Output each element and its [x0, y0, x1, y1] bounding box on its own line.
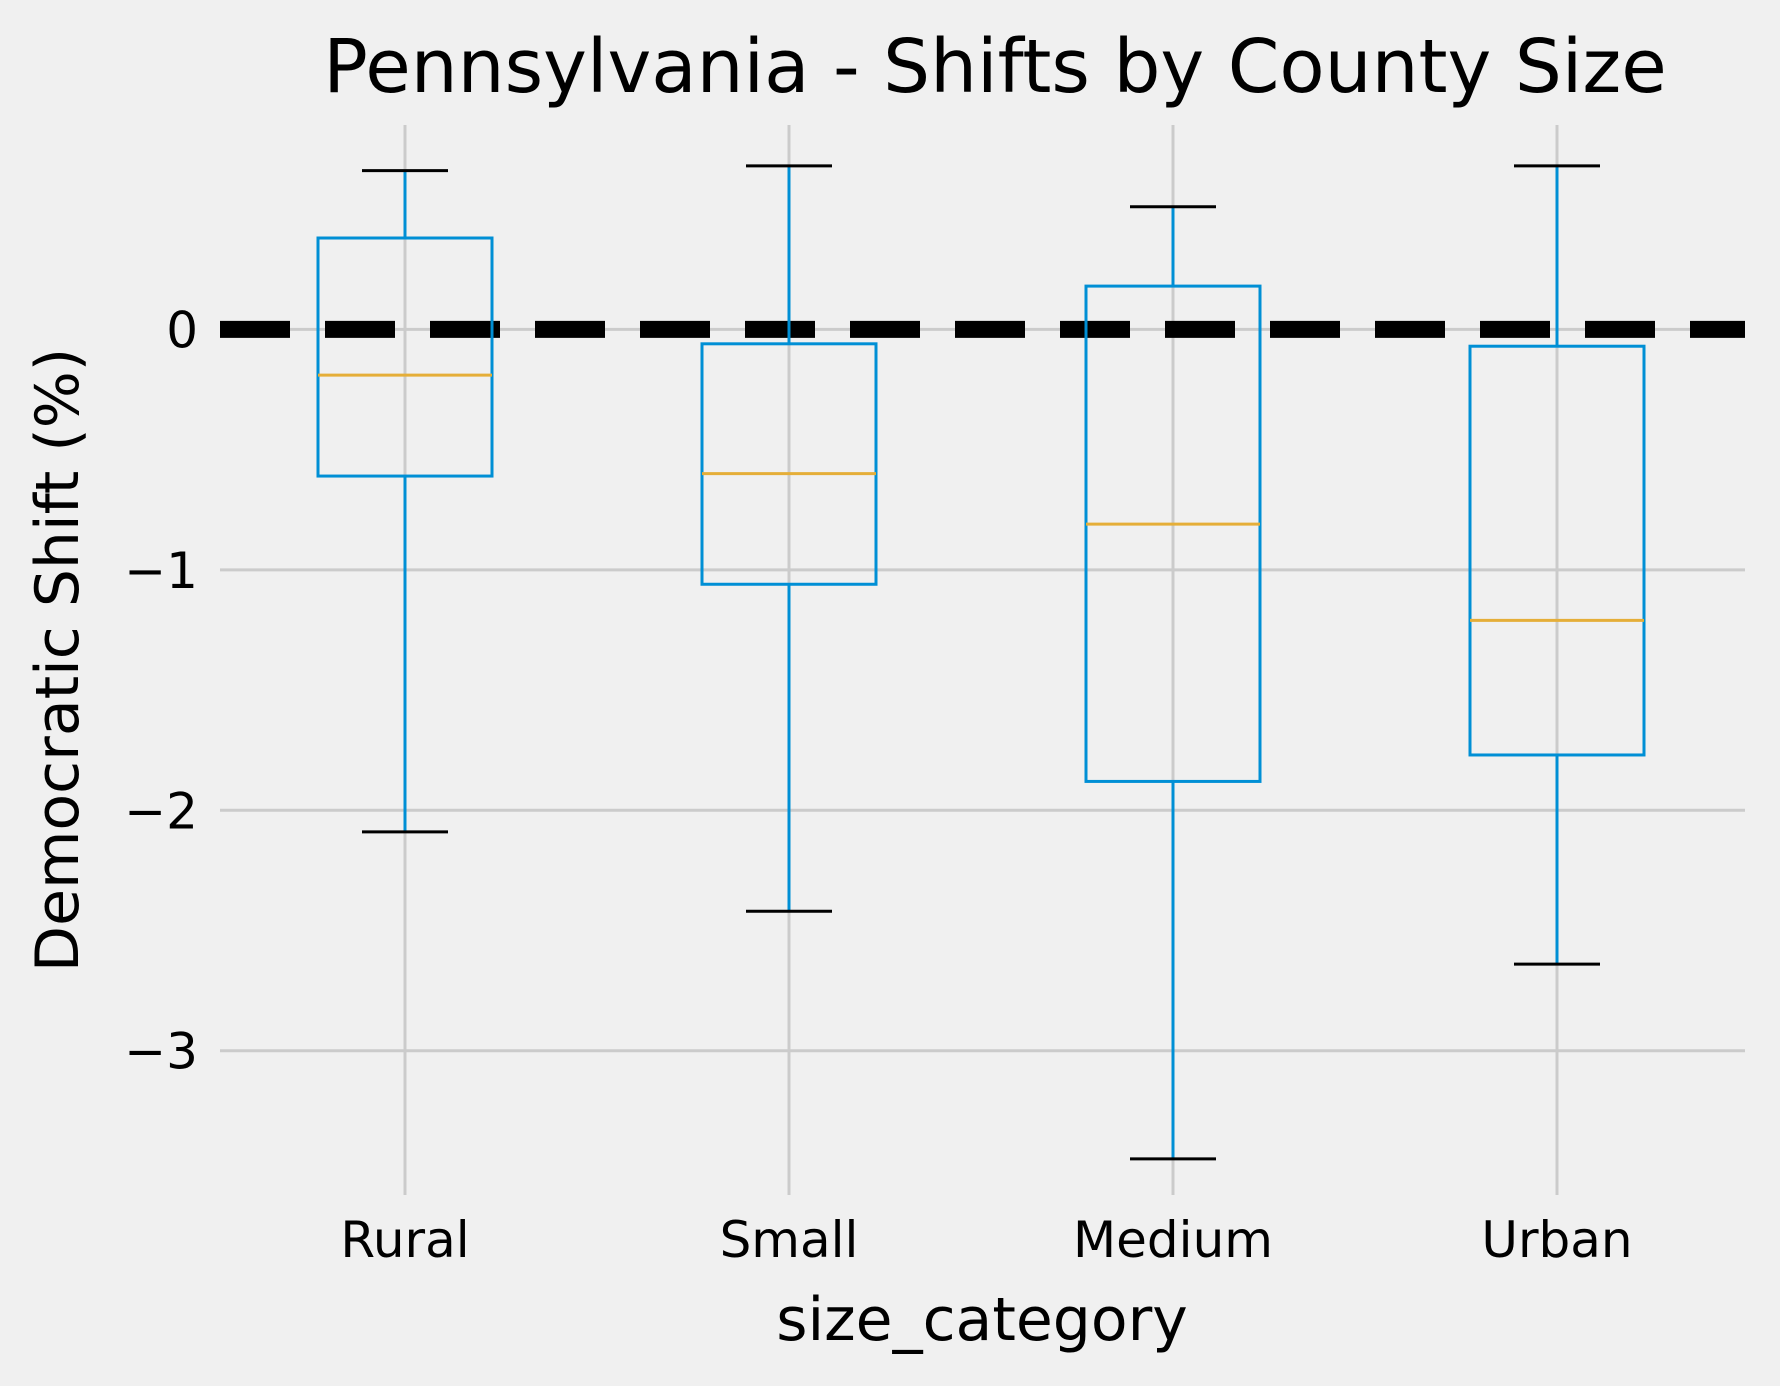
x-tick-label-medium: Medium [1073, 1211, 1273, 1269]
y-tick-label: −3 [124, 1023, 198, 1081]
iqr-box-small [700, 342, 878, 586]
chart-title: Pennsylvania - Shifts by County Size [323, 24, 1666, 110]
boxes-layer [316, 164, 1646, 1161]
iqr-box-medium [1084, 284, 1262, 783]
y-tick-label: 0 [166, 301, 198, 359]
y-tick-label: −2 [124, 782, 198, 840]
iqr-box-rural [316, 236, 494, 478]
iqr-box-urban [1468, 344, 1646, 757]
x-tick-labels: Rural Small Medium Urban [340, 1211, 1632, 1269]
x-axis-label: size_category [776, 1285, 1188, 1355]
x-tick-label-small: Small [720, 1211, 859, 1269]
y-tick-label: −1 [124, 542, 198, 600]
box-rural [316, 169, 494, 834]
x-tick-label-urban: Urban [1481, 1211, 1632, 1269]
y-tick-labels: 0 −1 −2 −3 [124, 301, 198, 1080]
box-medium [1084, 205, 1262, 1161]
box-urban [1468, 164, 1646, 966]
x-tick-label-rural: Rural [340, 1211, 469, 1269]
y-axis-label: Democratic Shift (%) [23, 348, 93, 972]
box-small [700, 164, 878, 913]
